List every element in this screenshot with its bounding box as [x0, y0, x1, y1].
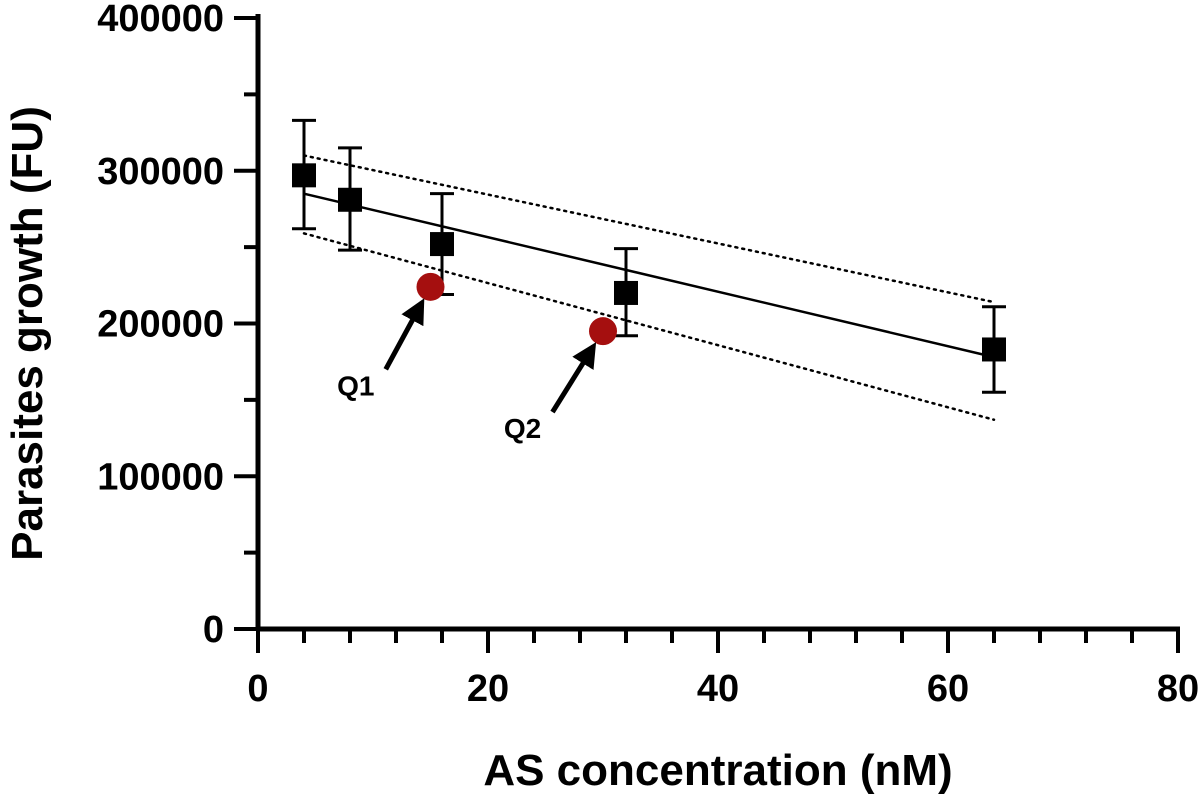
y-tick-label: 400000 — [97, 0, 224, 40]
square-marker — [982, 337, 1006, 362]
ticks: 0 20 40 60 80 0 100000 200000 300000 400000 — [97, 0, 1199, 710]
square-marker — [430, 232, 454, 257]
annotation-label-q1: Q1 — [337, 370, 374, 401]
regression-line — [303, 192, 995, 359]
square-marker — [292, 163, 316, 188]
error-bars — [292, 118, 1006, 394]
y-tick-label: 0 — [203, 609, 224, 651]
x-tick-label: 40 — [697, 668, 739, 710]
annotation-label-q2: Q2 — [504, 413, 541, 444]
confidence-bands — [302, 154, 996, 421]
x-axis-title: AS concentration (nM) — [483, 746, 952, 795]
data-points — [292, 163, 1006, 362]
x-tick-label: 60 — [927, 668, 969, 710]
confidence-upper-line — [302, 154, 996, 304]
x-tick-label: 0 — [247, 668, 268, 710]
circle-marker — [416, 272, 445, 301]
annotation-arrow — [383, 298, 425, 371]
y-tick-label: 200000 — [97, 304, 224, 346]
square-marker — [614, 280, 638, 305]
confidence-lower-line — [302, 232, 996, 421]
circle-marker — [589, 317, 617, 346]
x-tick-label: 80 — [1157, 668, 1199, 710]
annotations: Q1 Q2 — [337, 298, 597, 444]
y-tick-label: 300000 — [97, 151, 224, 193]
annotation-arrow — [550, 342, 597, 414]
axes — [255, 14, 1180, 632]
fit-line — [303, 192, 995, 359]
y-tick-label: 100000 — [97, 456, 224, 498]
y-axis-title: Parasites growth (FU) — [3, 106, 52, 561]
x-tick-label: 20 — [467, 668, 509, 710]
square-marker — [338, 187, 362, 212]
